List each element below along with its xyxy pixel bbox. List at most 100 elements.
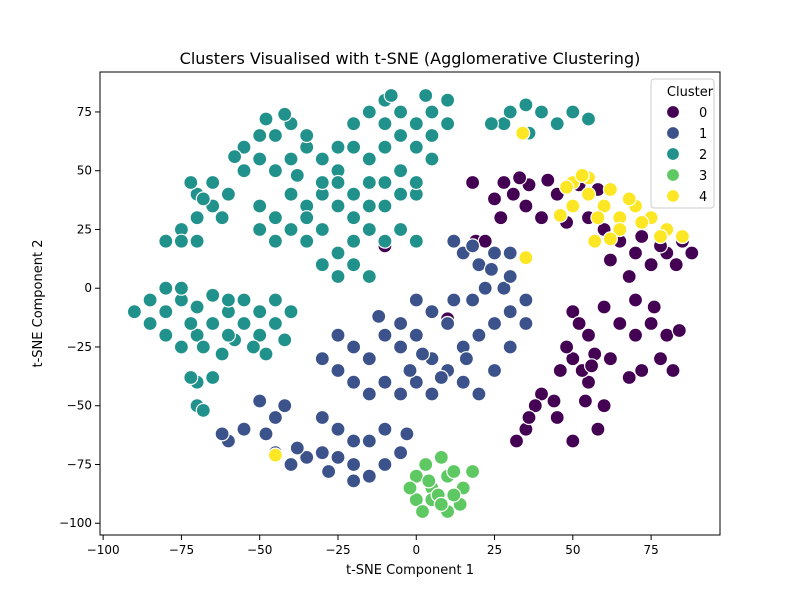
cluster-2-point — [377, 174, 393, 191]
cluster-4-point — [602, 181, 619, 198]
cluster-1-point — [361, 351, 377, 367]
cluster-2-point — [183, 369, 199, 386]
cluster-3-point — [446, 487, 462, 503]
cluster-0-point — [665, 362, 681, 379]
cluster-4-point — [580, 186, 597, 202]
cluster-2-point — [183, 174, 199, 191]
cluster-2-point — [299, 210, 315, 226]
cluster-2-point — [580, 111, 597, 127]
cluster-4-point — [612, 221, 628, 238]
cluster-0-point — [652, 351, 669, 367]
cluster-0-point — [612, 315, 628, 332]
cluster-3-point — [446, 463, 462, 480]
cluster-1-point — [267, 409, 283, 426]
cluster-4-point — [552, 207, 568, 223]
cluster-0-point — [477, 233, 493, 249]
cluster-2-point — [189, 210, 205, 226]
cluster-0-point — [465, 174, 481, 191]
cluster-2-point — [408, 233, 424, 249]
cluster-2-point — [158, 327, 174, 343]
cluster-2-point — [142, 292, 158, 308]
cluster-2-point — [126, 304, 142, 320]
cluster-0-point — [634, 362, 650, 379]
cluster-0-point — [486, 191, 503, 207]
cluster-0-point — [621, 369, 637, 386]
cluster-1-point — [377, 456, 393, 473]
y-tick-label: 75 — [77, 105, 92, 119]
cluster-2-point — [252, 327, 268, 343]
legend-label-cluster-4: 4 — [699, 190, 707, 205]
cluster-2-point — [205, 174, 221, 191]
cluster-2-point — [189, 299, 205, 315]
cluster-2-point — [361, 268, 377, 285]
cluster-2-point — [289, 167, 305, 183]
x-tick-label: 50 — [565, 543, 580, 557]
cluster-0-point — [659, 327, 675, 343]
cluster-1-point — [377, 327, 393, 343]
cluster-0-point — [508, 433, 525, 449]
cluster-1-point — [330, 362, 346, 379]
cluster-1-point — [299, 449, 315, 465]
cluster-1-point — [483, 261, 499, 277]
cluster-0-point — [634, 228, 650, 245]
y-tick-label: 0 — [84, 281, 92, 295]
cluster-1-point — [518, 292, 534, 308]
cluster-4-point — [574, 167, 590, 183]
cluster-1-point — [346, 374, 362, 390]
cluster-2-point — [267, 292, 283, 308]
cluster-2-point — [377, 116, 393, 132]
cluster-2-point — [252, 304, 268, 320]
cluster-0-point — [549, 409, 565, 426]
cluster-2-point — [173, 233, 189, 249]
cluster-3-point — [418, 456, 434, 473]
cluster-1-point — [486, 362, 503, 379]
cluster-1-point — [371, 308, 387, 324]
cluster-2-point — [214, 346, 230, 362]
cluster-2-point — [236, 292, 252, 308]
cluster-3-point — [433, 449, 449, 465]
cluster-0-point — [671, 322, 687, 339]
cluster-0-point — [546, 393, 562, 409]
y-tick-label: −75 — [67, 457, 92, 471]
x-tick-label: −50 — [247, 543, 272, 557]
cluster-2-point — [549, 116, 565, 132]
cluster-1-point — [393, 315, 409, 332]
cluster-2-point — [483, 116, 499, 132]
cluster-1-point — [446, 292, 462, 308]
cluster-2-point — [393, 163, 409, 179]
cluster-2-point — [346, 139, 362, 155]
cluster-1-point — [314, 351, 330, 367]
cluster-2-point — [158, 280, 174, 296]
cluster-2-point — [346, 233, 362, 249]
cluster-1-point — [458, 351, 474, 367]
cluster-1-point — [314, 409, 330, 426]
cluster-2-point — [408, 139, 424, 155]
cluster-1-point — [471, 257, 487, 273]
cluster-0-point — [646, 299, 662, 315]
cluster-3-point — [408, 492, 424, 508]
cluster-2-point — [377, 198, 393, 214]
cluster-1-point — [361, 433, 377, 449]
cluster-0-point — [643, 257, 659, 273]
cluster-2-point — [173, 280, 189, 296]
x-tick-label: 25 — [487, 543, 502, 557]
cluster-2-point — [189, 327, 205, 343]
cluster-0-point — [580, 374, 597, 390]
cluster-1-point — [330, 449, 346, 465]
cluster-0-point — [643, 315, 659, 332]
axis-ticks: −100 −75 −50 −25 0 25 50 75 −100 −75 −50 −25 0 25 50 75 — [59, 105, 659, 557]
cluster-1-point — [446, 233, 462, 249]
cluster-0-point — [540, 172, 556, 188]
cluster-3-point — [465, 463, 481, 480]
cluster-4-point — [558, 179, 575, 195]
cluster-1-point — [502, 268, 518, 285]
cluster-2-point — [565, 104, 581, 120]
cluster-1-point — [393, 445, 409, 461]
cluster-1-point — [236, 421, 252, 437]
cluster-1-point — [518, 315, 534, 332]
cluster-3-point — [414, 503, 431, 520]
cluster-2-point — [393, 104, 409, 120]
cluster-2-point — [205, 315, 221, 332]
cluster-1-point — [496, 280, 512, 296]
